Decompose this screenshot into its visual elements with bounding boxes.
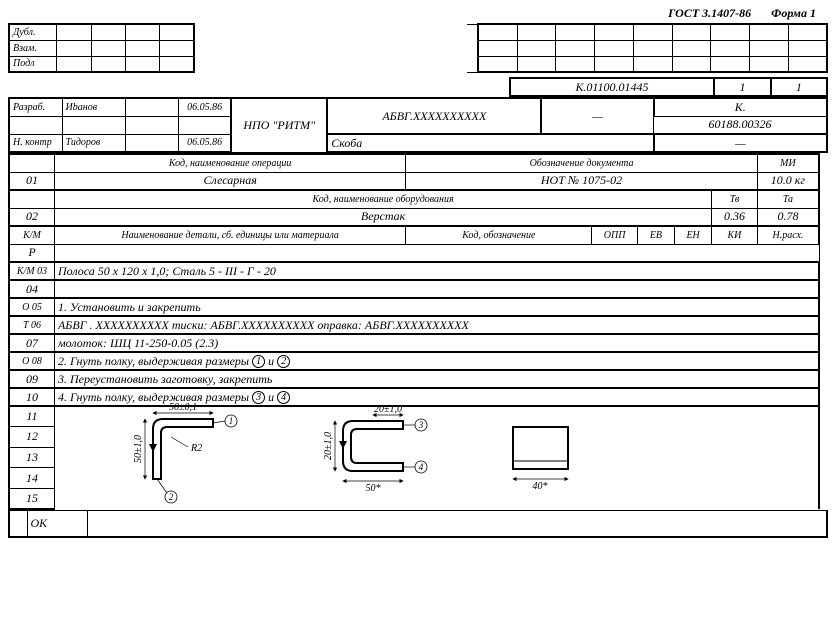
hdr-en: ЕН: [675, 226, 712, 244]
main-grid: Код, наименование операции Обозначение д…: [8, 153, 828, 510]
nkontr-name: Тидоров: [62, 134, 125, 152]
hdr-ev: ЕВ: [637, 226, 674, 244]
product-name: Скоба: [327, 134, 653, 152]
svg-text:50*: 50*: [365, 483, 380, 494]
r01-op: Слесарная: [54, 172, 405, 190]
r08-txt: 2. Гнуть полку, выдерживая размеры 1 и 2: [54, 352, 819, 370]
r05-txt: 1. Установить и закрепить: [54, 298, 819, 316]
r05-n: О 05: [9, 298, 54, 316]
r02-equip: Верстак: [54, 208, 711, 226]
r02-n: 02: [9, 208, 54, 226]
hdr-tv: Тв: [712, 190, 757, 208]
product-code: АБВГ.ХХХХХХХХХХ: [327, 98, 541, 134]
technical-drawing: 50±0,1 50±1,0 R2 1 2 20±1,0: [63, 409, 623, 503]
razrab-role: Разраб.: [9, 98, 62, 116]
svg-text:20±1,0: 20±1,0: [374, 404, 402, 415]
r03-txt: Полоса 50 х 120 х 1,0; Сталь 5 - III - Г…: [54, 262, 819, 280]
svg-text:R2: R2: [190, 443, 202, 454]
svg-text:40*: 40*: [532, 481, 547, 492]
dubl-label: Дубл.: [9, 24, 57, 40]
r03-n: К/М 03: [9, 262, 54, 280]
r11-n: 11: [9, 406, 54, 427]
svg-text:50±1,0: 50±1,0: [133, 435, 144, 463]
razrab-date: 06.05.86: [178, 98, 231, 116]
svg-text:50±0,1: 50±0,1: [169, 402, 197, 413]
r10-n: 10: [9, 388, 54, 406]
hdr-code: Код, обозначение: [406, 226, 592, 244]
r08-n: О 08: [9, 352, 54, 370]
doc-code: К.01100.01445: [510, 78, 715, 96]
svg-text:20±1,0: 20±1,0: [323, 432, 334, 460]
r01-n: 01: [9, 172, 54, 190]
gost-header: ГОСТ 3.1407-86 Форма 1: [8, 6, 828, 21]
p-label: Р: [9, 244, 54, 262]
r14-n: 14: [9, 468, 54, 489]
r12-n: 12: [9, 427, 54, 448]
r13-n: 13: [9, 447, 54, 468]
page-cur: 1: [714, 78, 770, 96]
form-label: Форма 1: [771, 6, 816, 21]
svg-text:4: 4: [419, 462, 424, 472]
r07-txt: молоток: ШЦ 11-250-0.05 (2.3): [54, 334, 819, 352]
r07-n: 07: [9, 334, 54, 352]
r09-txt: 3. Переустановить заготовку, закрепить: [54, 370, 819, 388]
r02-tv: 0.36: [712, 208, 757, 226]
page-total: 1: [771, 78, 827, 96]
gost-form-sheet: ГОСТ 3.1407-86 Форма 1 Дубл. Взам. Подл …: [8, 6, 828, 538]
km-label: К/М: [9, 226, 54, 244]
nkontr-date: 06.05.86: [178, 134, 231, 152]
r01-mi: 10.0 кг: [757, 172, 819, 190]
hdr-op: Код, наименование операции: [54, 154, 405, 172]
svg-text:1: 1: [229, 416, 234, 426]
hdr-ta: Та: [757, 190, 819, 208]
razrab-name: Иbанов: [62, 98, 125, 116]
footer-row: ОК: [8, 510, 828, 538]
doc-code-row: К.01100.01445 1 1: [8, 77, 828, 97]
r01-doc: НОТ № 1075-02: [406, 172, 757, 190]
org-name: НПО "РИТМ": [231, 98, 327, 152]
hdr-doc: Обозначение документа: [406, 154, 757, 172]
product-num: 60188.00326: [654, 116, 827, 134]
r15-n: 15: [9, 488, 54, 509]
hdr-equip: Код, наименование оборудования: [54, 190, 711, 208]
podl-label: Подл: [9, 56, 57, 72]
vzam-label: Взам.: [9, 40, 57, 56]
hdr-ki: КИ: [712, 226, 757, 244]
sig-org-block: Разраб. Иbанов 06.05.86 НПО "РИТМ" АБВГ.…: [8, 97, 828, 153]
r04-n: 04: [9, 280, 54, 298]
hdr-nrash: Н.расх.: [757, 226, 819, 244]
top-strip: Дубл. Взам. Подл: [8, 23, 828, 73]
gost-label: ГОСТ 3.1407-86: [668, 6, 751, 21]
r06-txt: АБВГ . ХХХХХХХХХХ тиски: АБВГ.ХХХХХХХХХХ…: [54, 316, 819, 334]
drawing-cell: 50±0,1 50±1,0 R2 1 2 20±1,0: [54, 406, 819, 509]
r09-n: 09: [9, 370, 54, 388]
svg-text:3: 3: [418, 420, 424, 430]
svg-text:2: 2: [169, 492, 174, 502]
footer-ok: ОК: [27, 511, 87, 537]
hdr-mi: МИ: [757, 154, 819, 172]
hdr-opp: ОПП: [592, 226, 637, 244]
nkontr-role: Н. контр: [9, 134, 62, 152]
r02-ta: 0.78: [757, 208, 819, 226]
r06-n: Т 06: [9, 316, 54, 334]
hdr-part: Наименование детали, сб. единицы или мат…: [54, 226, 405, 244]
product-k: К.: [654, 98, 827, 116]
